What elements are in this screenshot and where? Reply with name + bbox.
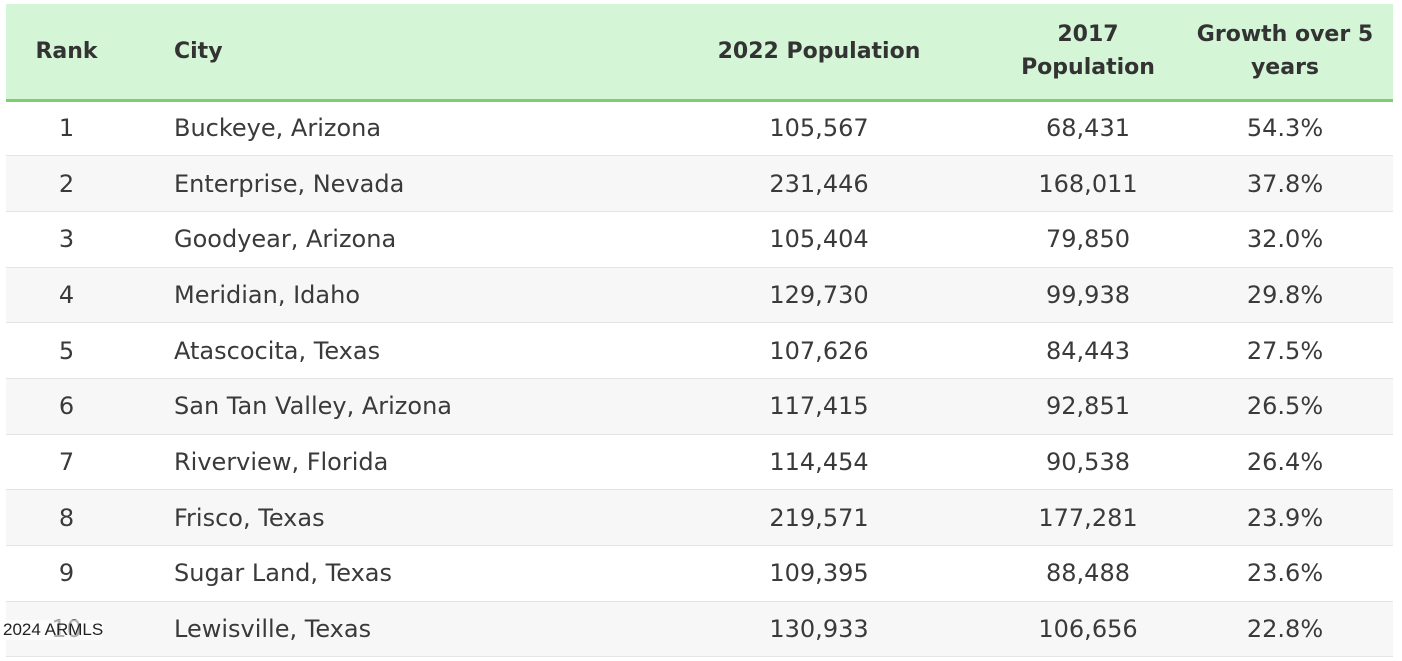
cell-city: Goodyear, Arizona: [174, 225, 397, 254]
table-row: 3 Goodyear, Arizona 105,404 79,850 32.0%: [6, 211, 1393, 268]
cell-2017-population: 177,281: [1038, 503, 1138, 532]
cell-rank: 1: [58, 114, 75, 143]
table-row: 8 Frisco, Texas 219,571 177,281 23.9%: [6, 489, 1393, 546]
table-row: 1 Buckeye, Arizona 105,567 68,431 54.3%: [6, 100, 1393, 156]
cell-city: San Tan Valley, Arizona: [174, 392, 452, 421]
table-header: Rank City 2022 Population 2017 Populatio…: [6, 4, 1393, 100]
cell-2017-population: 90,538: [1046, 447, 1130, 476]
cell-rank: 4: [58, 280, 75, 309]
header-growth: Growth over 5 years: [1196, 22, 1374, 81]
cell-growth: 23.6%: [1246, 559, 1324, 588]
cell-2022-population: 117,415: [769, 392, 869, 421]
cell-city: Atascocita, Texas: [174, 336, 381, 365]
cell-2022-population: 130,933: [769, 615, 869, 644]
table-row: 2 Enterprise, Nevada 231,446 168,011 37.8%: [6, 155, 1393, 212]
table-row: 4 Meridian, Idaho 129,730 99,938 29.8%: [6, 267, 1393, 323]
cell-growth: 23.9%: [1246, 503, 1324, 532]
header-rank: Rank: [35, 38, 98, 64]
cell-2022-population: 219,571: [769, 503, 869, 532]
cell-rank: 6: [58, 392, 75, 421]
cell-2022-population: 105,404: [769, 225, 869, 254]
cell-2017-population: 88,488: [1046, 559, 1130, 588]
cell-growth: 32.0%: [1246, 225, 1324, 254]
cell-growth: 27.5%: [1246, 336, 1324, 365]
cell-2022-population: 105,567: [769, 114, 869, 143]
table-row: 6 San Tan Valley, Arizona 117,415 92,851 26.…: [6, 378, 1393, 435]
table-row: 9 Sugar Land, Texas 109,395 88,488 23.6%: [6, 546, 1393, 602]
cell-city: Buckeye, Arizona: [174, 114, 382, 143]
cell-2017-population: 68,431: [1046, 114, 1130, 143]
cell-2017-population: 92,851: [1046, 392, 1130, 421]
table-body: 1 Buckeye, Arizona 105,567 68,431 54.3% 2 Ente…: [6, 100, 1393, 657]
city-growth-table: Rank City 2022 Population 2017 Populatio…: [6, 4, 1393, 657]
cell-2022-population: 107,626: [769, 336, 869, 365]
cell-2017-population: 79,850: [1046, 225, 1130, 254]
cell-growth: 29.8%: [1246, 280, 1324, 309]
cell-growth: 37.8%: [1246, 169, 1324, 198]
cell-growth: 54.3%: [1246, 114, 1324, 143]
cell-rank: 2: [58, 169, 75, 198]
cell-growth: 26.4%: [1246, 447, 1324, 476]
cell-2022-population: 231,446: [769, 169, 869, 198]
cell-rank: 3: [58, 225, 75, 254]
cell-2017-population: 99,938: [1046, 280, 1130, 309]
cell-city: Lewisville, Texas: [174, 615, 372, 644]
header-2017-population: 2017 Population: [1021, 22, 1155, 81]
table-row: 7 Riverview, Florida 114,454 90,538 26.4%: [6, 434, 1393, 490]
cell-rank: 9: [58, 559, 75, 588]
header-city: City: [174, 38, 223, 64]
cell-city: Riverview, Florida: [174, 447, 389, 476]
cell-rank: 8: [58, 503, 75, 532]
table-row: 5 Atascocita, Texas 107,626 84,443 27.5%: [6, 323, 1393, 379]
cell-2022-population: 114,454: [769, 447, 869, 476]
cell-city: Sugar Land, Texas: [174, 559, 393, 588]
mls-watermark: 2024 ARMLS: [3, 620, 104, 640]
cell-2017-population: 106,656: [1038, 615, 1138, 644]
cell-2017-population: 84,443: [1046, 336, 1130, 365]
cell-2022-population: 109,395: [769, 559, 869, 588]
cell-city: Meridian, Idaho: [174, 280, 360, 309]
header-2022-population: 2022 Population: [717, 38, 921, 64]
cell-2022-population: 129,730: [769, 280, 869, 309]
city-growth-table-container: Rank City 2022 Population 2017 Populatio…: [6, 4, 1393, 657]
header-row: Rank City 2022 Population 2017 Populatio…: [6, 4, 1393, 100]
cell-city: Frisco, Texas: [174, 503, 325, 532]
cell-2017-population: 168,011: [1038, 169, 1138, 198]
cell-growth: 26.5%: [1246, 392, 1324, 421]
cell-rank: 7: [58, 447, 75, 476]
cell-growth: 22.8%: [1246, 615, 1324, 644]
cell-rank: 5: [58, 336, 75, 365]
cell-city: Enterprise, Nevada: [174, 169, 405, 198]
